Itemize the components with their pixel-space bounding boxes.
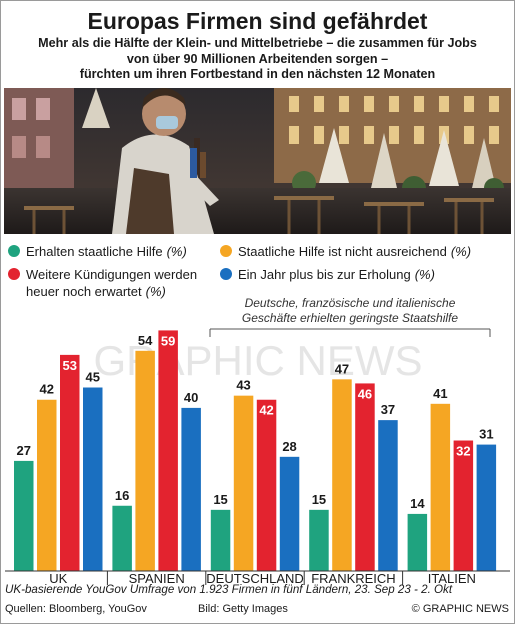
bar bbox=[378, 420, 398, 571]
legend-label: Ein Jahr plus bis zur Erholung (%) bbox=[238, 267, 435, 282]
bar bbox=[453, 440, 474, 571]
bar-group: 27 42 53 45 16 54 59 40 15 43 42 28 15 47 46 37 14 41 32 31 bbox=[14, 330, 497, 571]
legend-label: Erhalten staatliche Hilfe (%) bbox=[26, 244, 187, 259]
bar bbox=[256, 399, 277, 571]
bar bbox=[430, 403, 451, 571]
legend-marker bbox=[8, 268, 20, 280]
annotation-line: Geschäfte erhielten geringste Staatshilf… bbox=[242, 311, 458, 325]
data-label: 53 bbox=[63, 358, 77, 373]
annotation-line: Deutsche, französische und italienische bbox=[245, 296, 456, 310]
legend-marker bbox=[220, 245, 232, 257]
image-credit: Bild: Getty Images bbox=[198, 603, 288, 615]
restaurant-terrace-photo bbox=[4, 88, 511, 234]
bar bbox=[476, 444, 497, 571]
copyright: © GRAPHIC NEWS bbox=[411, 603, 509, 615]
annotation: Deutsche, französische und italienische … bbox=[209, 296, 491, 337]
category-label: SPANIEN bbox=[129, 571, 185, 586]
data-label: 31 bbox=[479, 427, 493, 442]
category-label: DEUTSCHLAND bbox=[206, 571, 304, 586]
category-label: ITALIEN bbox=[428, 571, 476, 586]
sources: Quellen: Bloomberg, YouGov bbox=[5, 603, 147, 615]
bar bbox=[37, 399, 57, 571]
legend-label: Staatliche Hilfe ist nicht ausreichend (%… bbox=[238, 244, 471, 259]
category-label: FRANKREICH bbox=[311, 571, 396, 586]
bar bbox=[279, 456, 300, 571]
data-label: 59 bbox=[161, 333, 175, 348]
data-label: 16 bbox=[115, 488, 129, 503]
subtitle: Mehr als die Hälfte der Klein- und Mitte… bbox=[0, 36, 515, 83]
data-label: 27 bbox=[17, 443, 31, 458]
photo-illustration bbox=[4, 88, 511, 234]
x-axis: UK SPANIEN DEUTSCHLAND FRANKREICH ITALIEN bbox=[5, 570, 510, 586]
subtitle-line: fürchten um ihren Fortbestand in den näc… bbox=[79, 67, 436, 81]
data-label: 28 bbox=[282, 439, 296, 454]
legend-marker bbox=[8, 245, 20, 257]
subtitle-line: von über 90 Millionen Arbeitenden sorgen… bbox=[126, 51, 389, 66]
data-label: 15 bbox=[312, 492, 326, 507]
data-label: 15 bbox=[213, 492, 227, 507]
category-label: UK bbox=[49, 571, 67, 586]
legend-label: Weitere Kündigungen werden bbox=[26, 267, 197, 282]
bar bbox=[181, 407, 201, 571]
bar bbox=[233, 395, 254, 571]
bar bbox=[309, 509, 329, 571]
data-label: 40 bbox=[184, 390, 198, 405]
bar bbox=[60, 354, 80, 571]
legend-label: heuer noch erwartet (%) bbox=[26, 284, 166, 299]
page-title: Europas Firmen sind gefährdet bbox=[87, 8, 428, 34]
data-label: 32 bbox=[456, 444, 470, 459]
bar bbox=[112, 505, 132, 571]
survey-note: UK-basierende YouGov Umfrage von 1.923 F… bbox=[5, 583, 453, 596]
bar bbox=[407, 513, 428, 571]
data-label: 45 bbox=[86, 370, 100, 385]
data-label: 42 bbox=[40, 382, 54, 397]
data-label: 41 bbox=[433, 386, 447, 401]
data-label: 47 bbox=[335, 361, 349, 376]
data-label: 37 bbox=[381, 402, 395, 417]
bar bbox=[332, 379, 352, 571]
data-label: 14 bbox=[410, 496, 425, 511]
subtitle-line: Mehr als die Hälfte der Klein- und Mitte… bbox=[38, 36, 477, 50]
data-label: 43 bbox=[236, 378, 250, 393]
bar bbox=[135, 350, 155, 571]
bar bbox=[210, 509, 231, 571]
legend: Erhalten staatliche Hilfe (%) Staatliche … bbox=[8, 244, 471, 299]
bar bbox=[14, 460, 34, 571]
bar bbox=[355, 383, 375, 571]
bar bbox=[83, 387, 103, 571]
data-label: 46 bbox=[358, 386, 372, 401]
bar bbox=[158, 330, 178, 571]
legend-marker bbox=[220, 268, 232, 280]
data-label: 42 bbox=[259, 403, 273, 418]
data-label: 54 bbox=[138, 333, 153, 348]
